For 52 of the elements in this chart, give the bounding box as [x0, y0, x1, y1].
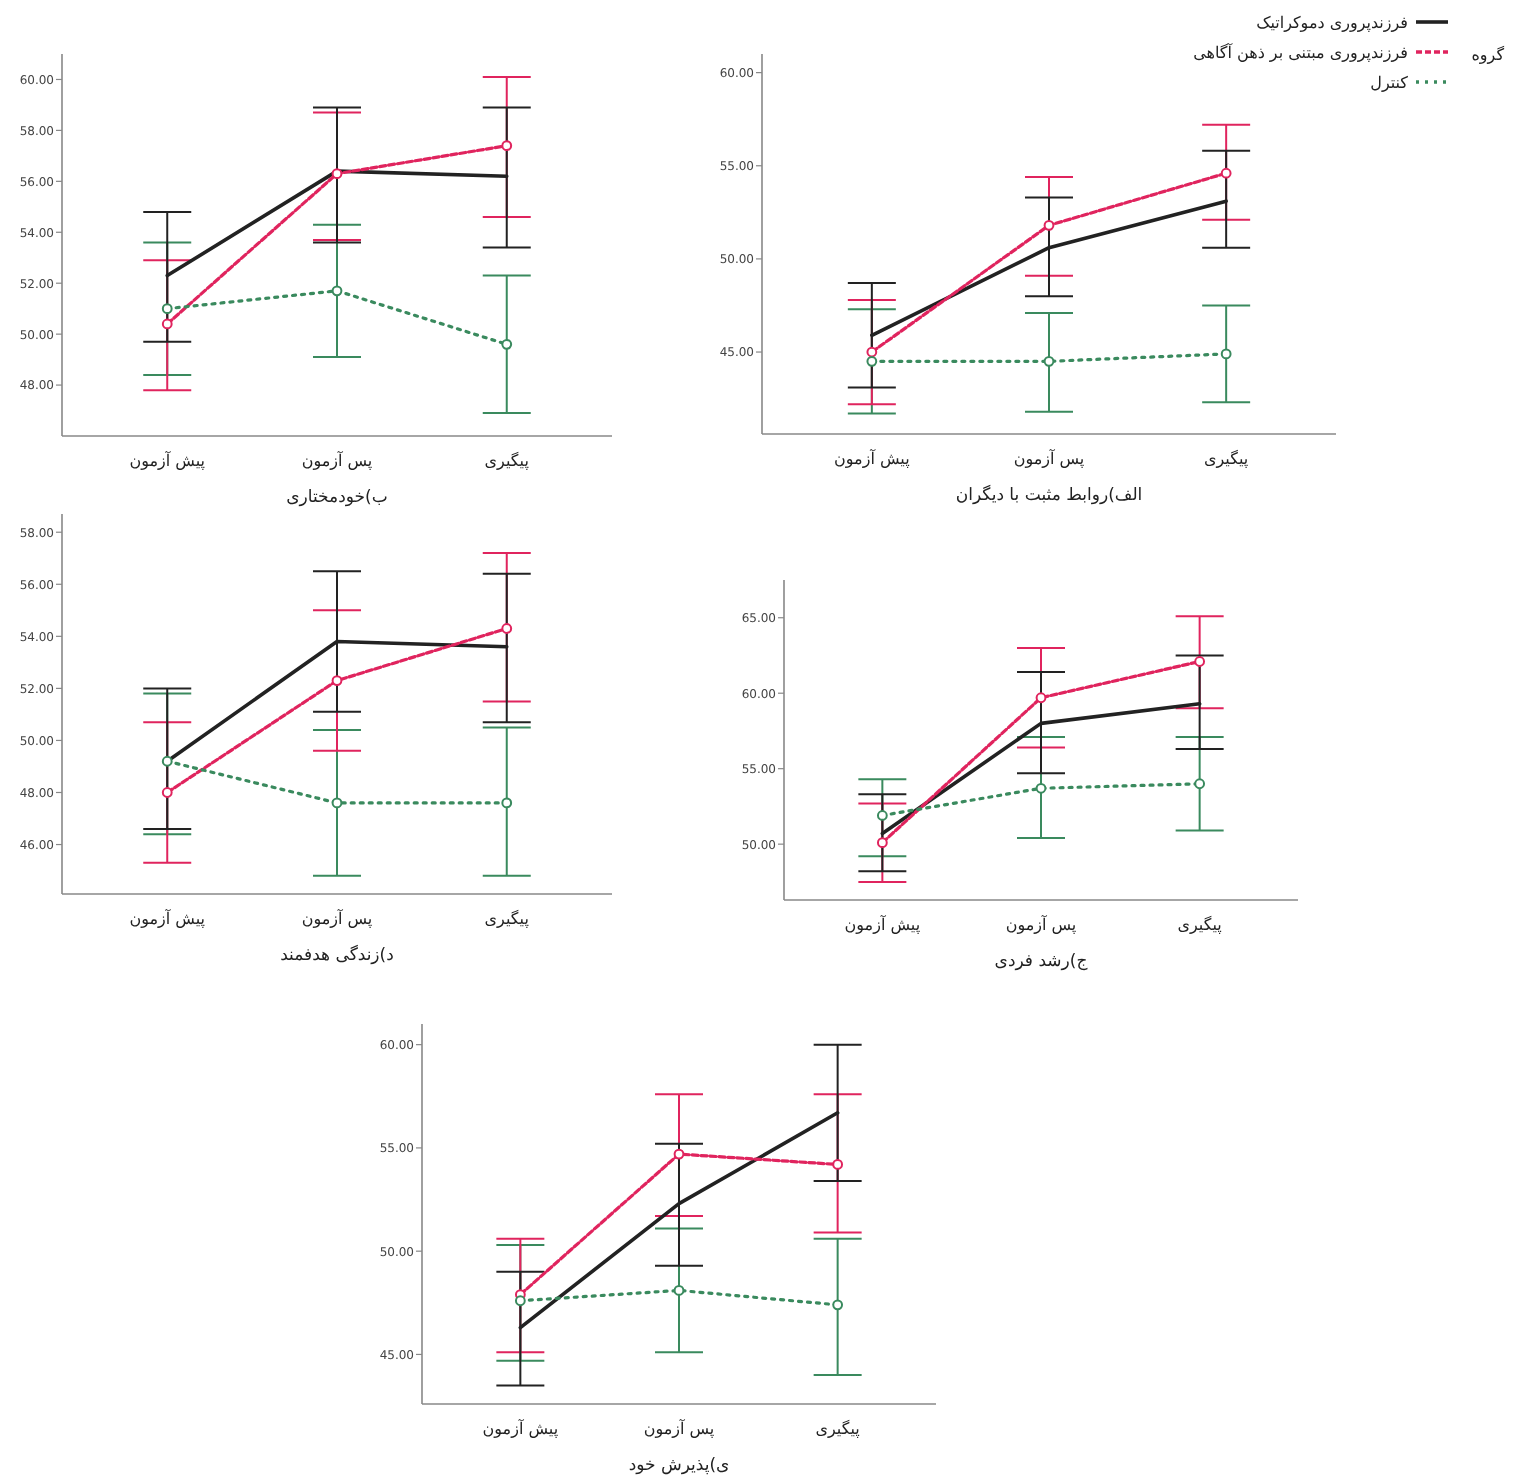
point [876, 837, 888, 849]
x-tick-label: پیگیری [1177, 914, 1222, 934]
point [501, 797, 513, 809]
point [1043, 355, 1055, 367]
point [832, 1299, 844, 1311]
point [1220, 348, 1232, 360]
point [1035, 782, 1047, 794]
point [1035, 692, 1047, 704]
x-tick-label: پیگیری [484, 450, 529, 470]
point [876, 810, 888, 821]
point [866, 355, 878, 367]
legend-title: گروه [1471, 44, 1505, 64]
point [501, 623, 513, 634]
x-tick-label: پیش آزمون [834, 448, 910, 468]
legend-label: فرزندپروری مبتنی بر ذهن آگاهی [1193, 42, 1409, 62]
point [161, 755, 173, 767]
x-tick-label: پیگیری [815, 1418, 860, 1438]
point [161, 303, 173, 315]
point [832, 1159, 844, 1170]
x-tick-label: پیش آزمون [482, 1418, 559, 1438]
x-tick-label: پس آزمون [1013, 448, 1085, 468]
point [161, 787, 173, 798]
point [501, 338, 513, 350]
x-axis-title: ی)پذیرش خود [628, 1456, 731, 1476]
x-tick-label: پیش آزمون [844, 914, 921, 934]
x-axis-title: د)زندگی هدفمند [280, 944, 395, 966]
x-tick-label: پیش آزمون [129, 908, 206, 928]
point [331, 675, 343, 686]
x-tick-label: پس آزمون [643, 1418, 715, 1438]
point [673, 1285, 685, 1296]
legend-label: فرزندپروری دموکراتیک [1256, 14, 1409, 32]
point [1220, 167, 1232, 179]
x-tick-label: پس آزمون [1005, 914, 1077, 934]
legend-label: کنترل [1370, 74, 1409, 92]
x-axis-title: ب)خودمختاری [286, 488, 388, 508]
x-tick-label: پیگیری [1204, 448, 1249, 468]
x-tick-label: پس آزمون [301, 450, 373, 470]
point [161, 318, 173, 330]
point [331, 285, 343, 297]
x-axis-title: الف)روابط مثبت با دیگران [955, 484, 1143, 506]
point [1194, 656, 1206, 667]
x-axis-title: ج)رشد فردی [994, 952, 1089, 972]
point [331, 797, 343, 809]
point [673, 1148, 685, 1160]
point [514, 1295, 526, 1307]
point [501, 140, 513, 152]
point [1043, 219, 1055, 231]
point [866, 346, 878, 358]
x-tick-label: پس آزمون [301, 908, 373, 928]
point [1194, 778, 1206, 790]
x-tick-label: پیگیری [484, 908, 529, 928]
x-tick-label: پیش آزمون [129, 450, 206, 470]
